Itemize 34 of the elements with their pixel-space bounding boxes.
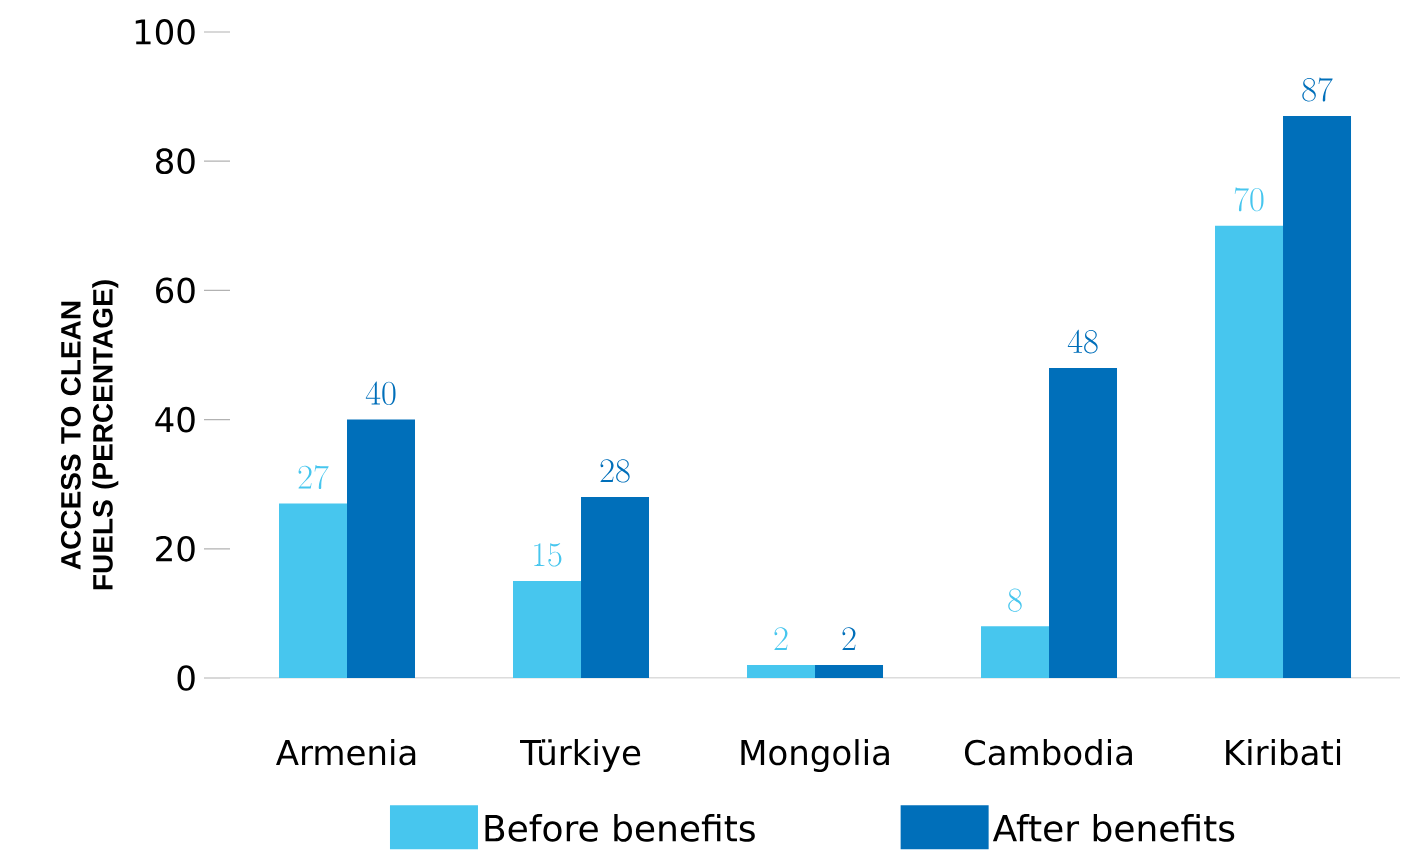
bar	[981, 626, 1050, 678]
data-label: 15	[534, 543, 562, 567]
bar	[513, 581, 582, 678]
data-label: 2	[774, 627, 788, 651]
data-label: 28	[600, 459, 630, 483]
bar	[1215, 225, 1284, 678]
bar	[581, 497, 650, 678]
data-label: 87	[1302, 77, 1333, 102]
legend-label: After benefits	[992, 813, 1235, 842]
x-tick-label: Armenia	[276, 739, 416, 766]
y-tick-label: 20	[156, 535, 195, 562]
data-label: 70	[1234, 187, 1264, 212]
x-tick-label: Türkiye	[520, 739, 641, 772]
data-label: 27	[298, 465, 329, 490]
data-label: 2	[842, 627, 856, 651]
bar	[347, 419, 416, 678]
bar	[747, 665, 816, 678]
y-tick-label: 0	[177, 665, 195, 691]
y-tick-label: 80	[155, 148, 195, 175]
x-tick-label: Mongolia	[741, 739, 889, 772]
legend-label: Before benefits	[485, 813, 755, 842]
x-tick-label: Cambodia	[964, 739, 1132, 766]
y-tick-label: 100	[135, 19, 195, 45]
data-label: 40	[365, 381, 396, 406]
data-label: 48	[1067, 329, 1098, 354]
y-tick-label: 40	[155, 406, 195, 433]
x-tick-label: Kiribati	[1226, 739, 1341, 766]
bar	[1283, 115, 1352, 678]
bar	[279, 503, 347, 678]
bar	[1049, 367, 1118, 678]
data-label: 8	[1008, 588, 1022, 612]
y-tick-label: 60	[156, 277, 195, 304]
y-axis-title: ACCESS TO CLEAN FUELS (PERCENTAGE)	[60, 280, 119, 590]
bar	[815, 665, 884, 678]
